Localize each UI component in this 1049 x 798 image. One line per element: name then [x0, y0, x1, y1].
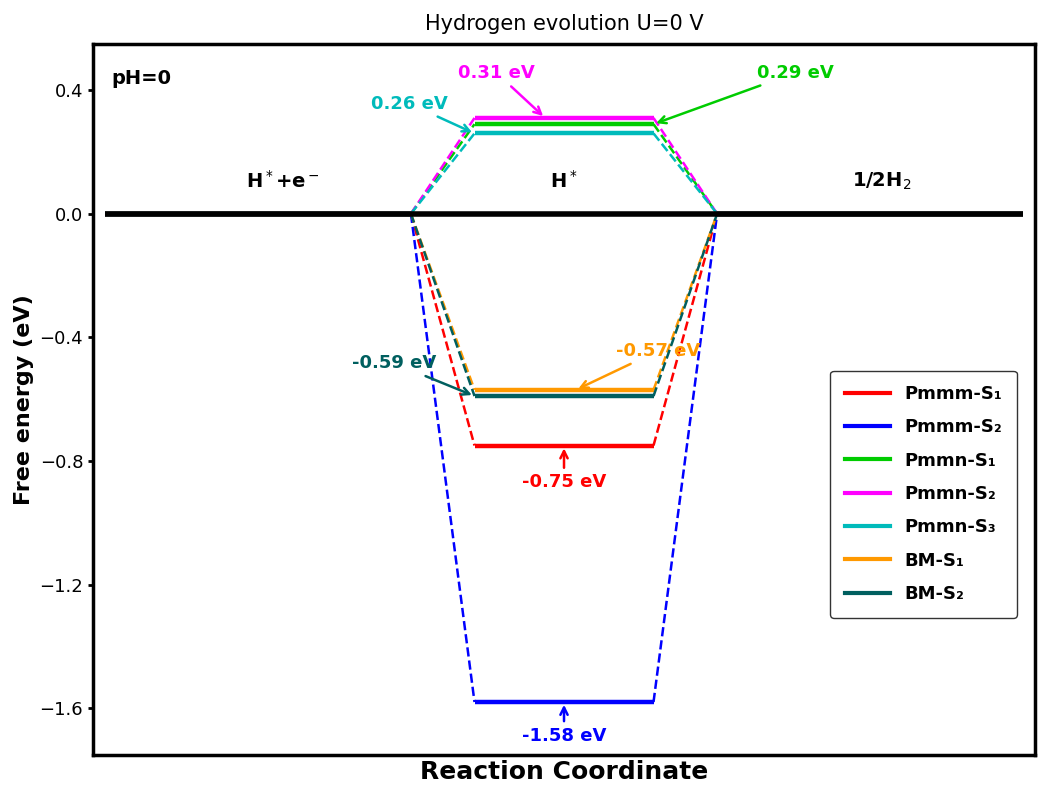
- Text: 0.31 eV: 0.31 eV: [458, 64, 541, 114]
- Text: pH=0: pH=0: [112, 69, 172, 88]
- Text: -1.58 eV: -1.58 eV: [521, 708, 606, 745]
- Text: -0.59 eV: -0.59 eV: [352, 354, 469, 394]
- Text: H$^*$: H$^*$: [551, 170, 578, 192]
- Text: -0.57 eV: -0.57 eV: [581, 342, 700, 388]
- Text: 0.29 eV: 0.29 eV: [659, 64, 834, 123]
- Legend: Pmmm-S₁, Pmmm-S₂, Pmmn-S₁, Pmmn-S₂, Pmmn-S₃, BM-S₁, BM-S₂: Pmmm-S₁, Pmmm-S₂, Pmmn-S₁, Pmmn-S₂, Pmmn…: [831, 370, 1016, 618]
- Y-axis label: Free energy (eV): Free energy (eV): [14, 294, 34, 504]
- Text: -0.75 eV: -0.75 eV: [522, 451, 606, 492]
- Title: Hydrogen evolution U=0 V: Hydrogen evolution U=0 V: [425, 14, 703, 34]
- Text: 0.26 eV: 0.26 eV: [371, 95, 470, 132]
- Text: H$^*$+e$^-$: H$^*$+e$^-$: [247, 170, 320, 192]
- Text: 1/2H$_2$: 1/2H$_2$: [853, 171, 912, 192]
- X-axis label: Reaction Coordinate: Reaction Coordinate: [420, 760, 708, 784]
